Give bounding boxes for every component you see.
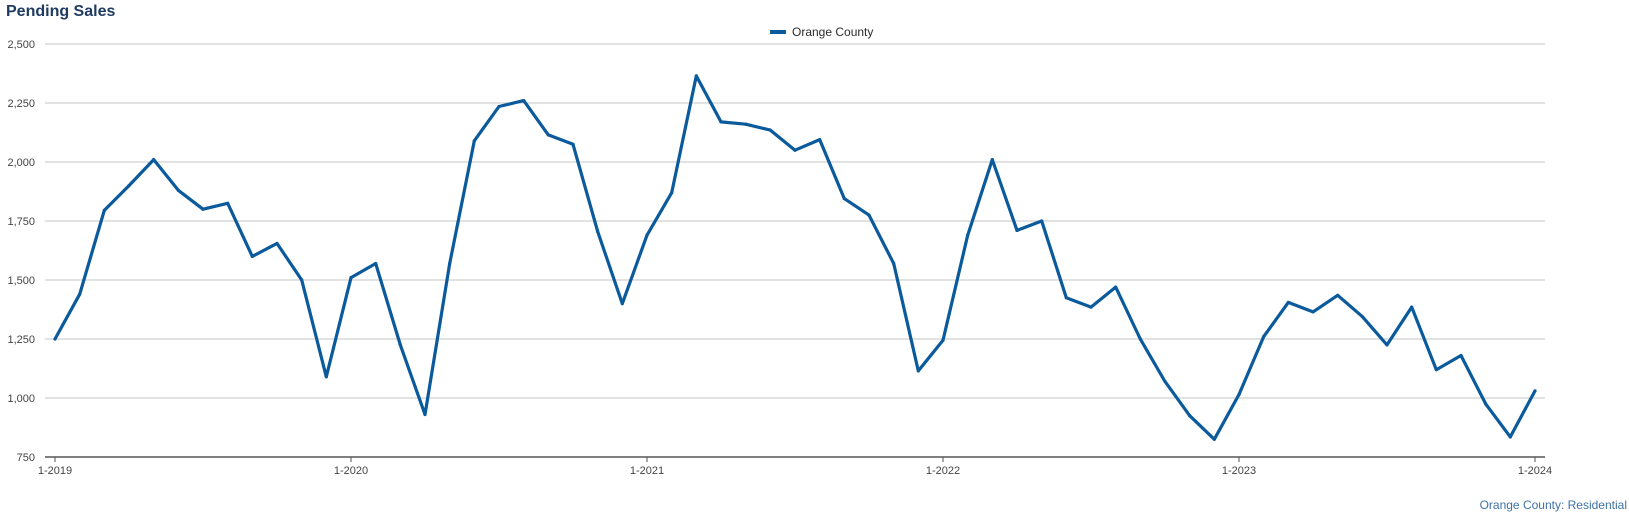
data-point — [127, 184, 131, 188]
data-point — [1163, 379, 1167, 384]
data-point — [300, 278, 304, 282]
y-axis-labels: 750 1,000 1,250 1,500 1,750 2,000 2,250 2,500 — [7, 39, 35, 464]
data-point — [571, 142, 575, 146]
y-tick-label-750: 750 — [17, 452, 35, 464]
y-tick-label-1000: 1,000 — [7, 393, 35, 405]
data-point — [620, 302, 624, 306]
data-point — [916, 369, 920, 373]
data-point — [102, 208, 106, 212]
data-point — [990, 158, 994, 162]
data-point — [472, 139, 476, 143]
data-point — [1533, 389, 1537, 393]
data-point — [1336, 293, 1340, 297]
data-point — [744, 122, 748, 126]
data-point — [768, 128, 772, 132]
data-point — [152, 158, 156, 162]
data-point — [719, 120, 723, 124]
data-point — [423, 412, 427, 417]
chart-title: Pending Sales — [6, 3, 116, 20]
data-point — [1138, 337, 1142, 341]
data-point — [1311, 310, 1315, 314]
data-point — [892, 261, 896, 266]
y-tick-label-1750: 1,750 — [7, 216, 35, 228]
data-point — [398, 343, 402, 347]
data-point — [1434, 368, 1438, 372]
data-point — [226, 201, 230, 205]
footer-label: Orange County: Residential — [1479, 498, 1627, 512]
data-point — [966, 233, 970, 237]
data-point — [78, 292, 82, 296]
y-tick-label-2000: 2,000 — [7, 157, 35, 169]
series-line-0 — [53, 74, 1537, 441]
data-point — [546, 133, 550, 137]
data-point — [1410, 305, 1414, 309]
data-point — [1360, 314, 1364, 319]
data-point — [867, 213, 871, 217]
data-point — [645, 233, 649, 237]
data-point — [1385, 343, 1389, 347]
x-tick-label-1-2022: 1-2022 — [926, 465, 960, 477]
data-point — [818, 137, 822, 142]
data-point — [1484, 402, 1488, 406]
x-tick-label-1-2023: 1-2023 — [1222, 465, 1256, 477]
legend-swatch — [770, 30, 786, 34]
y-tick-label-2250: 2,250 — [7, 98, 35, 110]
data-point — [1040, 219, 1044, 223]
data-point — [497, 104, 501, 109]
y-tick-label-1250: 1,250 — [7, 334, 35, 346]
x-tick-label-1-2024: 1-2024 — [1518, 465, 1552, 477]
data-point — [1089, 305, 1093, 309]
x-tick-label-1-2019: 1-2019 — [38, 465, 72, 477]
legend[interactable]: Orange County — [770, 23, 873, 41]
data-point — [596, 230, 600, 234]
data-point — [522, 99, 526, 103]
data-point — [941, 338, 945, 342]
data-point — [1459, 353, 1463, 358]
data-point — [448, 261, 452, 266]
data-point — [1212, 437, 1216, 441]
data-point — [1114, 285, 1118, 289]
data-point — [694, 74, 698, 78]
data-point — [324, 375, 328, 379]
data-point — [1508, 435, 1512, 439]
grid-lines — [45, 43, 1545, 399]
data-point — [176, 188, 180, 192]
data-point — [53, 337, 57, 341]
y-tick-label-2500: 2,500 — [7, 39, 35, 51]
data-point — [793, 148, 797, 152]
data-point — [201, 207, 205, 211]
data-point — [349, 276, 353, 280]
data-point — [842, 196, 846, 201]
data-point — [1237, 392, 1241, 397]
data-point — [1286, 300, 1290, 305]
data-point — [1064, 296, 1068, 300]
data-point — [1015, 228, 1019, 233]
x-tick-label-1-2020: 1-2020 — [334, 465, 368, 477]
x-tick-label-1-2021: 1-2021 — [630, 465, 664, 477]
data-point — [275, 241, 279, 246]
data-point — [1262, 335, 1266, 339]
y-tick-label-1500: 1,500 — [7, 275, 35, 287]
x-axis — [45, 456, 1545, 462]
data-point — [374, 261, 378, 266]
x-axis-labels: 1-2019 1-2020 1-2021 1-2022 1-2023 1-2024 — [38, 465, 1552, 477]
series-orange-county — [53, 74, 1537, 441]
legend-label-orange-county: Orange County — [792, 25, 874, 39]
data-point — [1188, 414, 1192, 418]
data-point — [670, 191, 674, 195]
data-point — [250, 254, 254, 258]
